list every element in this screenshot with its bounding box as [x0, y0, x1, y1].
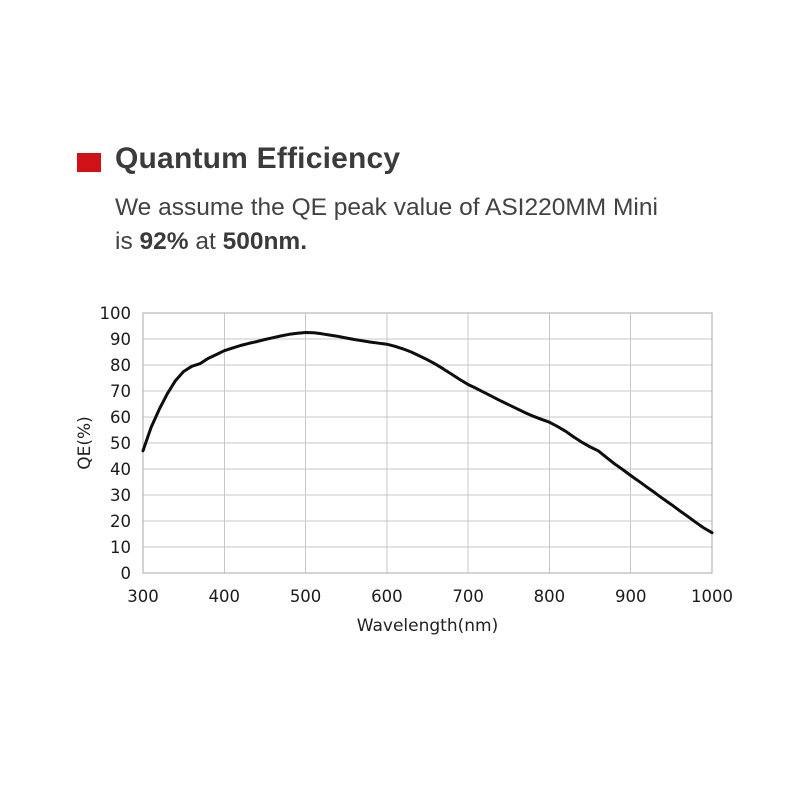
x-tick-label: 1000 [691, 587, 733, 606]
x-tick-label: 800 [534, 587, 566, 606]
subtitle-peak-wavelength: 500nm. [222, 228, 308, 255]
y-tick-label: 50 [110, 434, 131, 453]
x-tick-label: 700 [452, 587, 484, 606]
subtitle-segment: at [188, 228, 223, 255]
plot-frame [142, 312, 713, 574]
y-tick-label: 90 [110, 330, 131, 349]
x-tick-label: 400 [209, 587, 241, 606]
x-tick-label: 900 [615, 587, 647, 606]
page-title: Quantum Efficiency [115, 142, 401, 175]
subtitle-line-1: We assume the QE peak value of ASI220MM … [115, 194, 658, 221]
x-tick-label: 300 [127, 587, 159, 606]
subtitle-line-2: is 92% at 500nm. [115, 225, 658, 259]
x-tick-label: 600 [371, 587, 403, 606]
y-tick-label: 70 [110, 382, 131, 401]
y-tick-label: 80 [110, 356, 131, 375]
y-tick-label: 10 [110, 538, 131, 557]
y-tick-label: 60 [110, 408, 131, 427]
red-bullet-icon [77, 153, 101, 172]
qe-curve [141, 331, 714, 535]
y-tick-label: 40 [110, 460, 131, 479]
x-tick-label: 500 [290, 587, 322, 606]
y-tick-label: 20 [110, 512, 131, 531]
y-tick-label: 0 [121, 564, 132, 583]
y-tick-label: 100 [100, 304, 132, 323]
y-tick-label: 30 [110, 486, 131, 505]
x-axis-title: Wavelength(nm) [357, 616, 498, 636]
subtitle-peak-value: 92% [139, 228, 189, 255]
subtitle-segment: is [115, 228, 140, 255]
y-axis-title: QE(%) [75, 416, 95, 470]
subtitle: We assume the QE peak value of ASI220MM … [115, 191, 658, 259]
